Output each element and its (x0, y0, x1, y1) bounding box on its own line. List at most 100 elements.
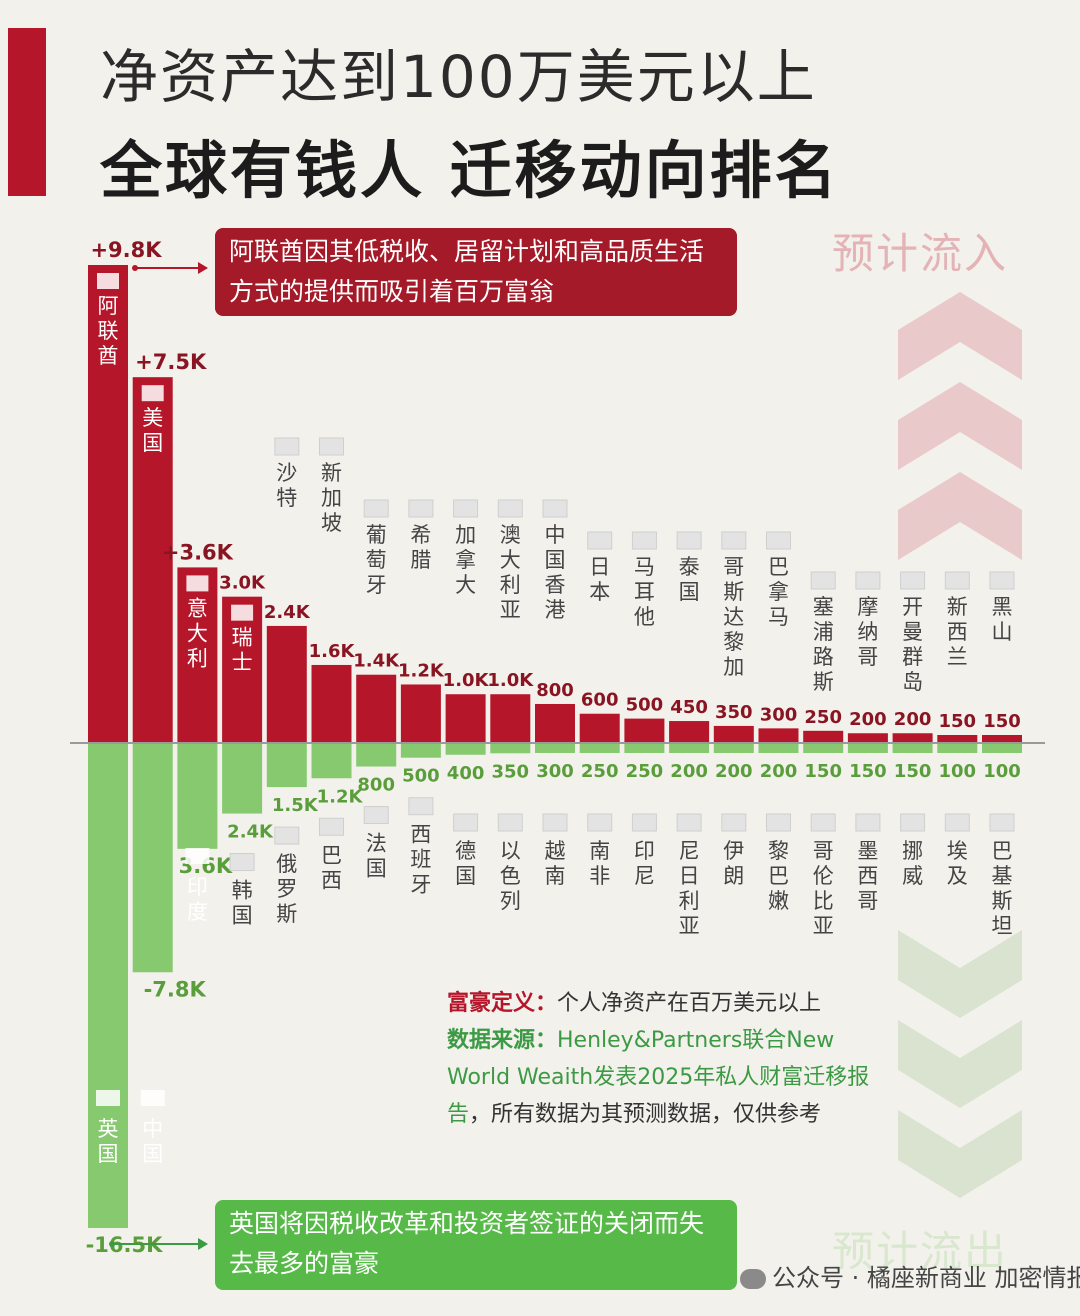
inflow-country-label: 澳大利亚 (500, 523, 521, 622)
flag-icon (810, 571, 836, 590)
outflow-bar (311, 743, 352, 779)
outflow-bar (713, 743, 754, 753)
inflow-bar (713, 725, 754, 743)
outflow-value-label: 150 (849, 761, 887, 782)
flag-icon (319, 437, 344, 456)
inflow-value-label: 600 (581, 690, 619, 711)
flag-icon (363, 806, 389, 825)
inflow-country-label: 瑞士 (232, 626, 253, 675)
definition-key: 富豪定义： (447, 991, 558, 1016)
outflow-bar (937, 743, 978, 753)
inflow-bar (624, 718, 665, 743)
outflow-country-label: 伊朗 (723, 839, 744, 888)
definition-value: 个人净资产在百万美元以上 (557, 991, 822, 1016)
inflow-country-label: 泰国 (679, 555, 700, 604)
flag-icon (186, 575, 209, 592)
outflow-country-label: 俄罗斯 (276, 852, 297, 926)
outflow-bar (356, 743, 397, 767)
flag-icon (96, 1090, 120, 1106)
inflow-value-label: 150 (939, 711, 977, 732)
inflow-label: 预计流入 (832, 229, 1009, 278)
inflow-country-label: 马耳他 (634, 555, 655, 629)
outflow-bar (669, 743, 710, 753)
outflow-bar (758, 743, 799, 753)
outflow-chevron-icon (898, 930, 1022, 1018)
flag-icon (453, 813, 479, 832)
flag-icon (587, 813, 613, 832)
inflow-chevron-icon (898, 472, 1022, 560)
outflow-country-label: 法国 (366, 832, 387, 881)
flag-icon (140, 1090, 165, 1106)
inflow-country-label: 加拿大 (455, 523, 476, 597)
outflow-value-label: 350 (492, 761, 530, 782)
uae-arrow (132, 262, 208, 274)
uk-callout: 英国将因税收改革和投资者签证的关闭而失去最多的富豪 (215, 1200, 737, 1290)
flag-icon (97, 273, 119, 289)
outflow-bar (579, 743, 620, 753)
outflow-value-label: 1.2K (317, 786, 364, 807)
outflow-country-label: 墨西哥 (857, 839, 878, 913)
inflow-country-label: 新加坡 (321, 461, 342, 535)
watermark: 公众号 · 橘座新商业 加密情报橘 (740, 1258, 1080, 1293)
bars-layer: +9.8K 阿联酋 +7.5K 美国 +3.6K 意大利 3.0K 瑞士 2.4K 沙特 1.6K 新… (86, 238, 1022, 1257)
outflow-country-label: 越南 (545, 839, 566, 888)
outflow-country-label: 德国 (455, 839, 476, 888)
inflow-value-label: 1.2K (398, 660, 445, 681)
inflow-bar (579, 713, 620, 743)
inflow-value-label: 250 (804, 707, 842, 728)
outflow-value-label: -7.8K (144, 977, 207, 1001)
uk-arrow (109, 1238, 208, 1250)
flag-icon (497, 813, 523, 832)
outflow-value-label: 100 (983, 761, 1021, 782)
flag-icon (989, 813, 1015, 832)
source-key: 数据来源： (447, 1028, 558, 1053)
inflow-bar (356, 674, 397, 743)
inflow-value-label: 350 (715, 702, 753, 723)
flag-icon (721, 813, 747, 832)
flag-icon (766, 531, 791, 550)
flag-icon (855, 813, 881, 832)
inflow-value-label: 1.0K (487, 670, 534, 691)
inflow-bar (222, 596, 263, 743)
uae-callout: 阿联酋因其低税收、居留计划和高品质生活方式的提供而吸引着百万富翁 (215, 228, 737, 316)
flag-icon (408, 797, 434, 816)
inflow-bar (535, 703, 575, 743)
flag-icon (363, 499, 389, 518)
inflow-value-label: 1.0K (443, 670, 490, 691)
flag-icon (542, 499, 568, 518)
outflow-country-label: 印尼 (634, 839, 655, 888)
outflow-country-label: 哥伦比亚 (813, 839, 834, 938)
flag-icon (721, 531, 747, 550)
outflow-value-label: 100 (939, 761, 977, 782)
inflow-value-label: +7.5K (135, 350, 207, 374)
flag-icon (989, 571, 1015, 590)
inflow-value-label: 3.0K (219, 573, 266, 594)
flag-icon (319, 817, 344, 836)
inflow-country-label: 中国香港 (545, 523, 566, 622)
inflow-value-label: 1.6K (309, 641, 356, 662)
flag-icon (408, 499, 434, 518)
chart-notes: 富豪定义：个人净资产在百万美元以上 数据来源：Henley&Partners联合… (447, 985, 882, 1133)
outflow-country-label: 黎巴嫩 (768, 839, 789, 913)
outflow-value-label: 2.4K (227, 822, 274, 843)
flag-icon (766, 813, 791, 832)
outflow-country-label: 挪威 (902, 839, 923, 888)
flag-icon (676, 813, 702, 832)
outflow-chevrons (898, 930, 1022, 1198)
title-accent-bar (8, 28, 46, 196)
inflow-value-label: 200 (849, 709, 887, 730)
inflow-value-label: 500 (626, 695, 664, 716)
outflow-value-label: 250 (626, 761, 664, 782)
inflow-bar (669, 721, 710, 743)
outflow-value-label: 150 (804, 761, 842, 782)
outflow-value-label: 200 (760, 761, 798, 782)
flag-icon (542, 813, 568, 832)
outflow-value-label: 500 (402, 766, 440, 787)
inflow-country-label: 阿联酋 (98, 294, 119, 368)
outflow-bar (803, 743, 844, 753)
inflow-bar (803, 730, 844, 743)
outflow-bar (132, 743, 173, 973)
outflow-bar (847, 743, 888, 753)
flag-icon (453, 499, 479, 518)
